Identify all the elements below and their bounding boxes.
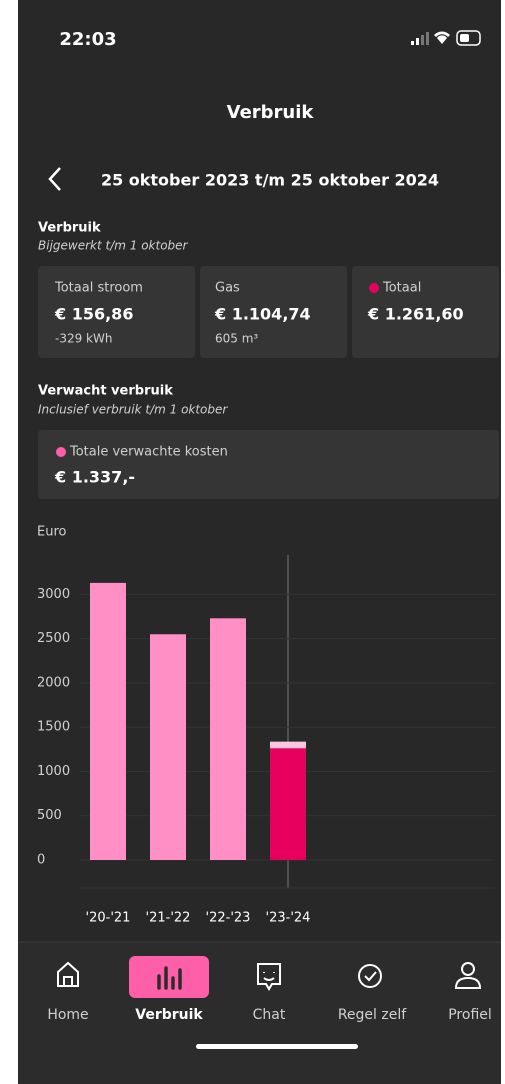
nav-item[interactable]: Home	[47, 1007, 88, 1023]
card-label: Gas	[215, 281, 240, 296]
page-title: Verbruik	[227, 102, 315, 123]
section-title: Verbruik	[38, 221, 101, 236]
x-tick-label: '22-'23	[206, 911, 251, 926]
background	[18, 0, 501, 1084]
card-label: Totaal	[382, 281, 421, 296]
y-tick-label: 2500	[37, 631, 70, 646]
card-value: € 156,86	[54, 305, 133, 324]
y-tick-label: 2000	[37, 675, 70, 690]
card-sub: 605 m³	[215, 332, 258, 346]
card	[38, 430, 499, 499]
card-label: Totale verwachte kosten	[69, 445, 228, 460]
card	[352, 266, 499, 358]
bar	[150, 634, 186, 860]
legend-dot	[369, 283, 379, 293]
nav-icons	[57, 961, 482, 991]
y-tick-label: 500	[37, 808, 62, 823]
card	[38, 266, 195, 358]
bar	[270, 748, 306, 860]
x-tick-label: '20-'21	[86, 911, 131, 926]
bar	[90, 582, 126, 860]
card-value: € 1.104,74	[214, 305, 311, 324]
card-sub: -329 kWh	[55, 332, 112, 346]
back-button[interactable]	[48, 167, 61, 191]
card-value: € 1.261,60	[367, 305, 464, 324]
section-subtitle: Inclusief verbruik t/m 1 oktober	[38, 403, 228, 417]
y-tick-label: 3000	[37, 587, 70, 602]
section-title: Verwacht verbruik	[38, 384, 173, 399]
nav-bar	[18, 942, 501, 1084]
period: 25 oktober 2023 t/m 25 oktober 2024	[101, 171, 439, 190]
bar	[270, 741, 306, 749]
legend-dot	[56, 447, 66, 457]
card	[200, 266, 347, 358]
y-tick-label: 0	[37, 853, 45, 868]
time: 22:03	[59, 29, 116, 50]
y-tick-label: 1000	[37, 764, 70, 779]
y-axis-label: Euro	[37, 525, 67, 540]
card-value: € 1.337,-	[54, 468, 135, 487]
status-icons	[411, 30, 481, 46]
chart: 0 500 1000 1500 2000 2500 3000 '20-'21 '21-'22 '2…	[37, 582, 495, 926]
nav-item[interactable]: Regel zelf	[338, 1007, 407, 1023]
card-label: Totaal stroom	[54, 281, 143, 296]
x-tick-label: '21-'22	[146, 911, 191, 926]
home-indicator	[196, 1044, 358, 1049]
nav-item[interactable]: Chat	[253, 1007, 286, 1023]
y-tick-label: 1500	[37, 720, 70, 735]
section-subtitle: Bijgewerkt t/m 1 oktober	[38, 239, 189, 253]
bar	[210, 618, 246, 860]
nav-item[interactable]: Profiel	[448, 1007, 492, 1023]
x-tick-label: '23-'24	[266, 911, 311, 926]
nav-active-pill	[129, 956, 209, 998]
nav-item[interactable]: Verbruik	[135, 1007, 203, 1023]
